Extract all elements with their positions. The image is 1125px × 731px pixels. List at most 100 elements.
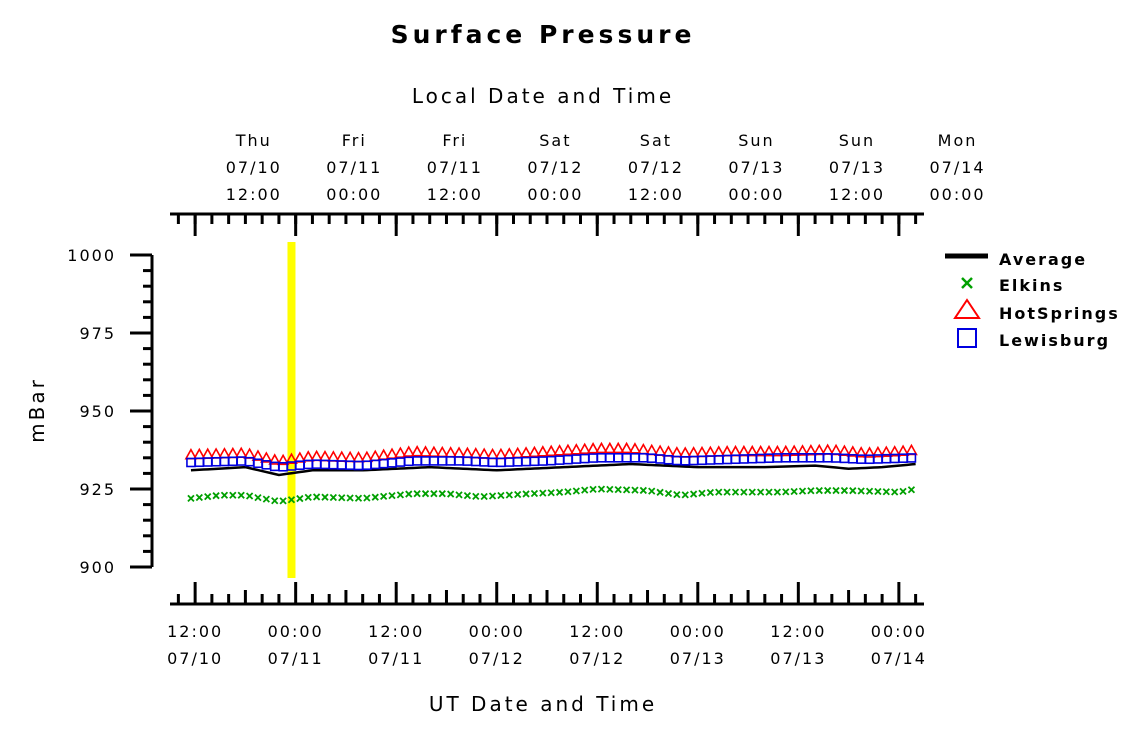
x-mark-stroke <box>832 486 840 495</box>
x-mark-stroke <box>899 487 907 495</box>
bottom-tick-time-label: 00:00 <box>670 622 726 641</box>
elkins-point <box>849 487 857 495</box>
elkins-point <box>807 487 815 495</box>
top-tick-time-label: 00:00 <box>326 185 382 204</box>
legend-lewisburg-swatch <box>957 328 977 348</box>
x-mark-stroke <box>229 491 237 499</box>
hotsprings-point <box>653 444 667 456</box>
hotsprings-point <box>578 442 592 455</box>
x-mark-stroke <box>773 488 782 496</box>
x-mark-stroke <box>447 490 455 498</box>
top-tick-day-label: Thu <box>235 131 272 150</box>
x-mark-stroke <box>698 489 706 497</box>
hotsprings-point <box>905 443 918 456</box>
lewisburg-point <box>579 453 590 464</box>
lewisburg-point <box>529 456 540 467</box>
x-mark-stroke <box>706 488 715 497</box>
hotsprings-point <box>394 446 407 458</box>
top-tick-time-label: 00:00 <box>728 185 784 204</box>
top-tick-time-label: 12:00 <box>427 185 483 204</box>
x-mark-stroke <box>664 489 673 498</box>
x-mark-stroke <box>581 486 589 494</box>
elkins-point <box>756 488 765 496</box>
x-mark-stroke <box>254 493 262 502</box>
y-tick-label: 1000 <box>67 246 116 265</box>
elkins-point <box>581 486 589 494</box>
x-mark-stroke <box>723 488 731 496</box>
x-mark-stroke <box>405 490 413 498</box>
elkins-point <box>296 494 304 503</box>
elkins-point <box>187 494 195 502</box>
elkins-point <box>681 491 689 499</box>
hotsprings-point <box>528 445 541 458</box>
hotsprings-point <box>871 445 885 458</box>
elkins-point <box>530 489 539 498</box>
elkins-point <box>329 493 338 502</box>
elkins-point <box>413 490 421 498</box>
top-tick-day-label: Mon <box>938 131 978 150</box>
bottom-tick-time-label: 12:00 <box>569 622 625 641</box>
x-mark-stroke <box>572 487 580 495</box>
chart-title: Surface Pressure <box>391 20 696 49</box>
elkins-point <box>430 490 438 498</box>
top-tick-day-label: Sat <box>539 131 571 150</box>
top-tick-day-label: Sat <box>640 131 672 150</box>
lewisburg-point <box>630 452 640 463</box>
elkins-point <box>706 488 715 497</box>
lewisburg-point <box>186 457 196 468</box>
lewisburg-point <box>605 452 615 463</box>
x-mark-stroke <box>648 487 656 495</box>
elkins-point <box>346 494 354 502</box>
bottom-tick-time-label: 12:00 <box>167 622 223 641</box>
elkins-point <box>539 489 547 497</box>
x-mark-stroke <box>187 494 195 502</box>
elkins-point <box>824 486 832 495</box>
lewisburg-point <box>521 456 531 467</box>
x-mark-stroke <box>480 492 488 501</box>
legend-hotsprings-swatch <box>953 298 981 319</box>
x-mark-stroke <box>798 487 807 495</box>
elkins-point <box>731 488 740 496</box>
highlight-band <box>287 242 296 578</box>
elkins-point <box>648 487 656 495</box>
bottom-tick-date-label: 07/12 <box>569 649 625 668</box>
x-mark-stroke <box>396 491 405 499</box>
lewisburg-point <box>454 456 464 466</box>
elkins-point <box>765 488 773 496</box>
x-mark-stroke <box>304 493 312 502</box>
lewisburg-point <box>596 452 607 463</box>
elkins-point <box>899 487 907 495</box>
bottom-tick-date-label: 07/14 <box>871 649 927 668</box>
hotsprings-point <box>285 452 298 464</box>
elkins-point <box>614 486 622 494</box>
lewisburg-point <box>244 456 255 467</box>
bottom-tick-time-label: 12:00 <box>770 622 826 641</box>
hotsprings-point <box>603 441 617 454</box>
top-tick-day-label: Fri <box>442 131 467 150</box>
hotsprings-point <box>234 446 248 459</box>
x-mark-stroke <box>689 490 698 498</box>
average-line <box>190 462 916 477</box>
elkins-point <box>321 493 329 501</box>
elkins-point <box>505 491 513 499</box>
x-mark-stroke <box>882 488 890 496</box>
elkins-point <box>782 488 790 496</box>
top-tick-date-label: 07/13 <box>829 158 885 177</box>
lewisburg-point <box>412 456 422 466</box>
x-mark-stroke <box>212 492 220 500</box>
elkins-point <box>589 485 597 494</box>
axes-group: 900 925 950 975 1000 12:00 07/10 00:00 07/11 12:0… <box>67 131 985 668</box>
x-mark-stroke <box>245 492 254 500</box>
x-mark-stroke <box>849 487 857 495</box>
y-axis-title: mBar <box>25 377 49 443</box>
x-mark-stroke <box>371 493 379 501</box>
lewisburg-point <box>512 457 523 467</box>
hotsprings-point <box>402 445 416 457</box>
x-mark-stroke <box>438 490 446 498</box>
top-tick-date-label: 07/11 <box>427 158 483 177</box>
elkins-point <box>447 490 455 498</box>
hotsprings-point <box>268 453 282 465</box>
hotsprings-point <box>888 445 902 457</box>
top-tick-date-label: 07/14 <box>929 158 985 177</box>
